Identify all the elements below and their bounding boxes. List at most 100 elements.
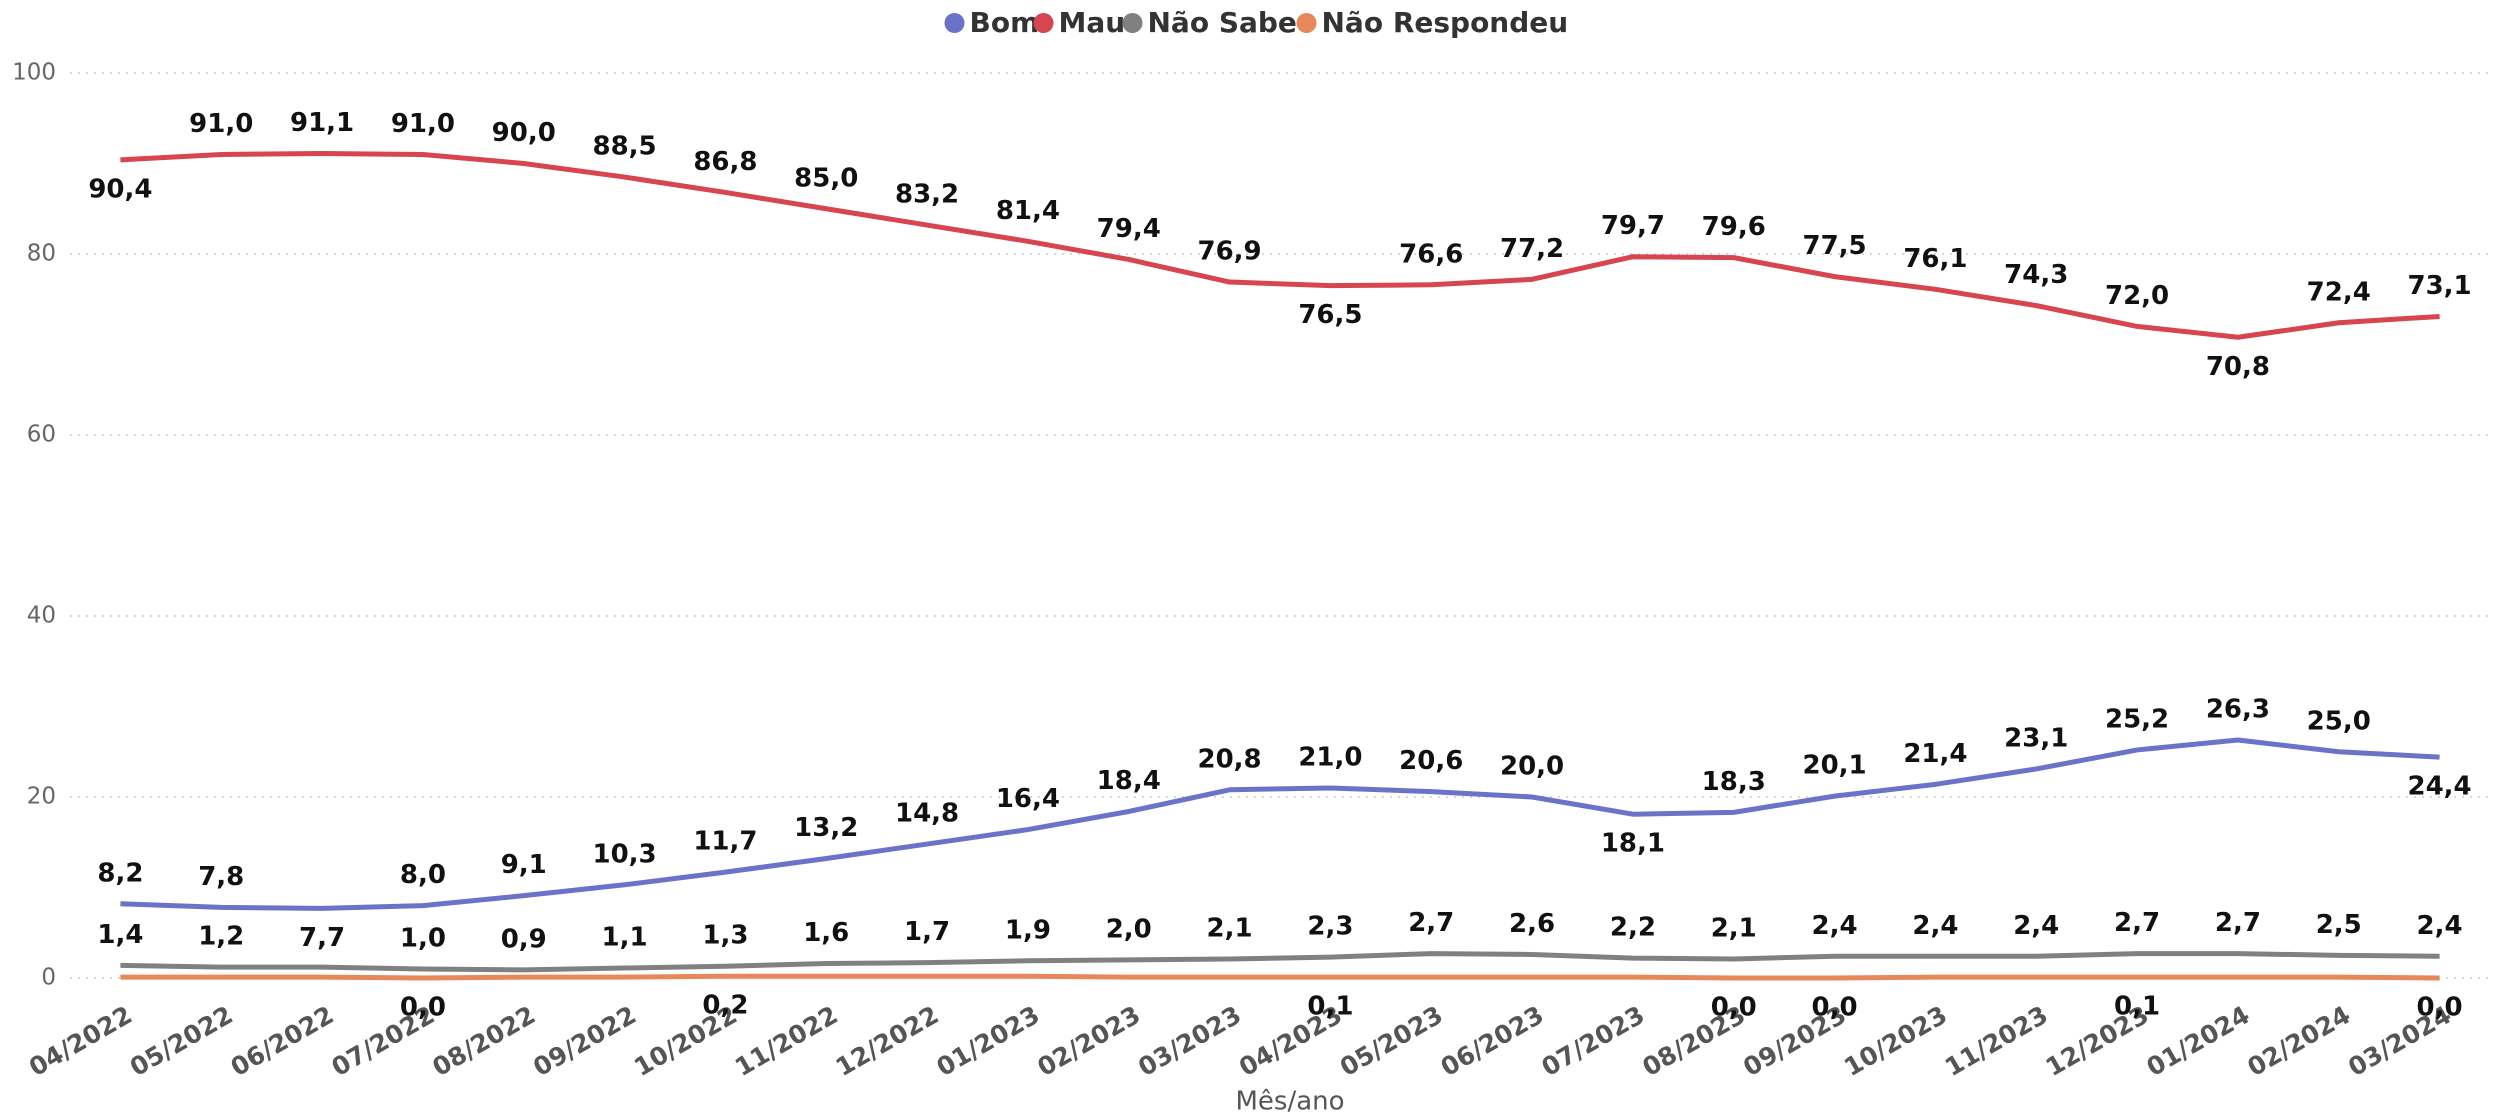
data-label: 1,0: [400, 923, 446, 953]
data-label: 2,1: [1711, 913, 1757, 943]
data-label: 91,1: [290, 108, 354, 138]
data-label: 77,5: [1803, 231, 1867, 261]
data-label: 70,8: [2206, 352, 2270, 382]
data-label: 76,6: [1399, 239, 1463, 269]
data-label: 8,2: [97, 858, 143, 888]
x-tick-label: 04/2022: [24, 1000, 137, 1082]
data-label: 79,6: [1702, 212, 1766, 242]
data-label: 91,0: [391, 109, 455, 139]
data-label: 2,6: [1509, 909, 1555, 939]
data-label: 21,4: [1903, 739, 1967, 769]
x-tick-label: 11/2023: [1940, 1000, 2053, 1082]
data-label: 76,1: [1903, 244, 1967, 274]
series-line: [120, 973, 2440, 981]
x-tick-label: 06/2022: [226, 1000, 339, 1082]
data-label: 2,2: [1610, 913, 1656, 943]
data-label: 74,3: [2004, 260, 2068, 290]
legend-label: Bom: [970, 6, 1040, 39]
data-label: 2,4: [2417, 911, 2463, 941]
data-label: 21,0: [1298, 742, 1362, 772]
data-label: 20,8: [1198, 744, 1262, 774]
legend-marker: [1033, 13, 1054, 33]
data-label: 1,6: [803, 918, 849, 948]
x-tick-label: 05/2022: [125, 1000, 238, 1082]
data-label: 86,8: [693, 147, 757, 177]
data-label: 1,1: [602, 923, 648, 953]
series-line: [120, 737, 2440, 911]
data-label: 72,4: [2307, 277, 2371, 307]
data-label: 18,3: [1702, 767, 1766, 797]
data-label: 13,2: [794, 813, 858, 843]
data-label: 85,0: [794, 163, 858, 193]
y-tick-label: 40: [27, 603, 56, 629]
data-label: 7,7: [299, 923, 345, 953]
data-label: 1,4: [97, 920, 143, 950]
data-label: 2,4: [1812, 911, 1858, 941]
data-label: 20,6: [1399, 746, 1463, 776]
data-label: 81,4: [996, 196, 1060, 226]
data-label: 2,4: [1912, 911, 1958, 941]
data-label: 2,7: [2114, 908, 2160, 938]
data-label: 79,7: [1601, 211, 1665, 241]
y-tick-label: 60: [27, 422, 56, 448]
data-label: 79,4: [1097, 214, 1161, 244]
data-label: 83,2: [895, 180, 959, 210]
data-label: 10,3: [593, 839, 657, 869]
data-label: 91,0: [189, 109, 253, 139]
y-tick-label: 80: [27, 241, 56, 267]
data-label: 0,0: [400, 993, 446, 1023]
data-label: 9,1: [501, 850, 547, 880]
data-label: 8,0: [400, 860, 446, 890]
data-label: 7,8: [198, 862, 244, 892]
x-tick-label: 07/2023: [1537, 1000, 1650, 1082]
legend-label: Não Sabe: [1148, 6, 1297, 39]
data-label: 20,0: [1500, 752, 1564, 782]
data-label: 0,0: [1812, 993, 1858, 1023]
data-label: 90,4: [88, 174, 152, 204]
legend-label: Mau: [1059, 6, 1126, 39]
data-label: 2,1: [1207, 913, 1253, 943]
data-label: 2,4: [2013, 911, 2059, 941]
legend-marker: [944, 13, 965, 33]
data-label: 11,7: [693, 827, 757, 857]
x-tick-label: 02/2023: [1032, 1000, 1145, 1082]
data-label: 2,3: [1307, 912, 1353, 942]
data-label: 2,7: [1408, 908, 1454, 938]
data-label: 0,1: [2114, 992, 2160, 1022]
data-label: 0,9: [501, 924, 547, 954]
data-label: 18,4: [1097, 766, 1161, 796]
data-label: 18,1: [1601, 829, 1665, 859]
series-line: [120, 951, 2440, 973]
data-label: 0,0: [2417, 993, 2463, 1023]
data-label: 2,5: [2316, 910, 2362, 940]
data-label: 0,0: [1711, 993, 1757, 1023]
data-label: 1,2: [198, 922, 244, 952]
data-label: 16,4: [996, 784, 1060, 814]
data-label: 23,1: [2004, 723, 2068, 753]
data-label: 26,3: [2206, 694, 2270, 724]
legend-marker: [1296, 13, 1317, 33]
x-tick-label: 12/2022: [831, 1000, 944, 1082]
data-label: 76,9: [1198, 237, 1262, 267]
x-tick-label: 03/2023: [1133, 1000, 1246, 1082]
data-label: 76,5: [1298, 300, 1362, 330]
x-tick-label: 02/2024: [2242, 1000, 2355, 1082]
data-label: 25,0: [2307, 706, 2371, 736]
legend-label: Não Respondeu: [1322, 6, 1569, 39]
data-label: 73,1: [2408, 271, 2472, 301]
data-label: 2,0: [1106, 914, 1152, 944]
data-label: 14,8: [895, 799, 959, 829]
legend-marker: [1122, 13, 1143, 33]
data-label: 72,0: [2105, 281, 2169, 311]
data-label: 1,3: [702, 921, 748, 951]
data-label: 0,2: [702, 991, 748, 1021]
data-label: 88,5: [593, 132, 657, 162]
data-label: 2,7: [2215, 908, 2261, 938]
x-tick-label: 09/2022: [528, 1000, 641, 1082]
y-tick-label: 0: [41, 965, 56, 991]
series-line: [120, 151, 2440, 340]
y-tick-label: 100: [12, 60, 56, 86]
data-label: 0,1: [1307, 992, 1353, 1022]
data-label: 25,2: [2105, 704, 2169, 734]
